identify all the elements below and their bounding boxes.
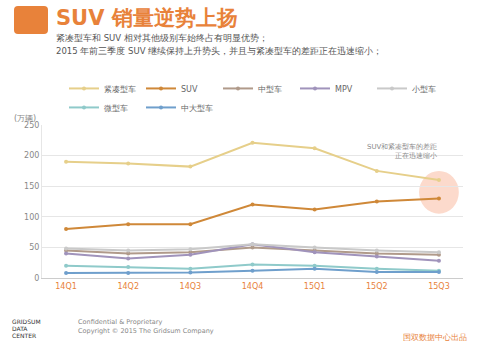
html-text:紧凑型车和 SUV 相对其他级别车始终占有明显优势；: 紧凑型车和 SUV 相对其他级别车始终占有明显优势； (56, 33, 268, 43)
html-text:SUV 销量逆势上扬: SUV 销量逆势上扬 (56, 6, 238, 30)
svg-text:14Q1: 14Q1 (55, 282, 77, 291)
html-text:Copyright © 2015 The Gridsum C: Copyright © 2015 The Gridsum Company (78, 327, 214, 335)
html-text:2015 年前三季度 SUV 继续保持上升势头，并且与紧凑型: 2015 年前三季度 SUV 继续保持上升势头，并且与紧凑型车的差距正在迅速缩小… (56, 46, 383, 56)
svg-text:14Q3: 14Q3 (180, 282, 202, 291)
svg-text:0: 0 (34, 274, 39, 283)
svg-text:15Q2: 15Q2 (366, 282, 388, 291)
svg-text:中大型车: 中大型车 (181, 104, 213, 113)
svg-text:15Q1: 15Q1 (304, 282, 326, 291)
svg-text:200: 200 (24, 151, 39, 160)
svg-text:中型车: 中型车 (258, 85, 282, 94)
svg-text:250: 250 (24, 121, 39, 130)
svg-text:微型车: 微型车 (104, 104, 128, 113)
svg-text:紧凑型车: 紧凑型车 (104, 85, 136, 94)
html-text:CENTER: CENTER (12, 332, 37, 339)
svg-text:MPV: MPV (335, 85, 353, 94)
html-text:GRIDSUM: GRIDSUM (12, 318, 41, 325)
svg-text:50: 50 (29, 243, 39, 252)
svg-text:SUV: SUV (181, 85, 198, 94)
html-text:DATA: DATA (12, 325, 28, 332)
svg-text:15Q3: 15Q3 (428, 282, 450, 291)
html-text:Confidential & Proprietary: Confidential & Proprietary (78, 318, 163, 326)
svg-text:150: 150 (24, 182, 39, 191)
svg-text:(万辆): (万辆) (14, 114, 36, 123)
svg-text:14Q2: 14Q2 (117, 282, 139, 291)
svg-text:100: 100 (24, 213, 39, 222)
svg-text:小型车: 小型车 (412, 85, 436, 94)
svg-text:SUV和紧凑型车的差距正在迅速缩小: SUV和紧凑型车的差距正在迅速缩小 (367, 143, 437, 160)
svg-text:14Q4: 14Q4 (242, 282, 264, 291)
html-text:国双数据中心出品: 国双数据中心出品 (403, 333, 467, 342)
